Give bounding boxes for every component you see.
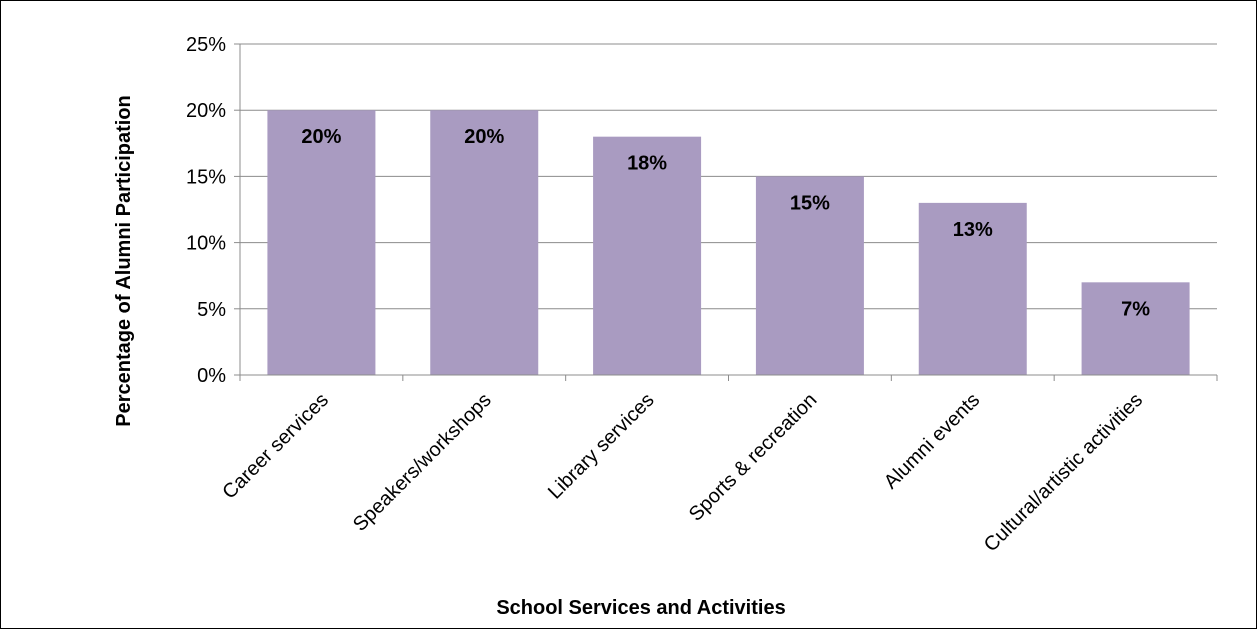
bar (430, 110, 539, 375)
y-tick-label: 0% (197, 365, 226, 387)
x-axis-title: School Services and Activities (496, 597, 785, 619)
bar (755, 176, 864, 375)
bar (593, 136, 702, 375)
x-tick-label: Sports & recreation (685, 389, 822, 526)
x-tick-labels: Career services Speakers/workshops Library… (218, 389, 1147, 556)
axes (234, 43, 1218, 381)
data-label: 7% (1121, 298, 1150, 320)
y-tick-labels: 0% 5% 10% 15% 20% 25% (186, 34, 226, 387)
data-labels: 20% 20% 18% 15% 13% 7% (301, 126, 1150, 320)
bar (918, 202, 1027, 375)
x-tick-label: Library services (544, 389, 659, 504)
data-label: 20% (301, 126, 341, 148)
y-tick-label: 20% (186, 100, 226, 122)
y-tick-label: 10% (186, 233, 226, 255)
y-tick-label: 15% (186, 166, 226, 188)
x-tick-label: Speakers/workshops (349, 389, 496, 536)
bar (267, 110, 376, 375)
x-tick-label: Alumni events (880, 389, 984, 493)
x-tick-label: Career services (218, 389, 333, 504)
y-tick-label: 25% (186, 34, 226, 56)
data-label: 15% (790, 192, 830, 214)
grid-lines (240, 43, 1217, 310)
bar (1081, 282, 1190, 375)
y-axis-title: Percentage of Alumni Participation (113, 95, 135, 427)
bars (267, 110, 1190, 375)
data-label: 18% (627, 153, 667, 175)
x-tick-label: Cultural/artistic activities (980, 389, 1147, 556)
y-tick-label: 5% (197, 299, 226, 321)
data-label: 13% (953, 219, 993, 241)
data-label: 20% (464, 126, 504, 148)
